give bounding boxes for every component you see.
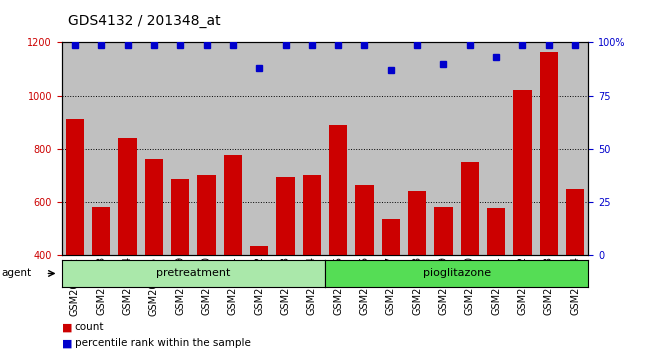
Bar — [303, 175, 321, 255]
Text: agent: agent — [1, 268, 31, 279]
Text: pretreatment: pretreatment — [156, 268, 231, 279]
Bar — [540, 52, 558, 255]
Text: count: count — [75, 322, 104, 332]
Bar — [566, 188, 584, 255]
Bar — [198, 175, 216, 255]
Bar — [329, 125, 347, 255]
Bar — [66, 120, 84, 255]
Text: GDS4132 / 201348_at: GDS4132 / 201348_at — [68, 14, 221, 28]
Bar — [145, 159, 163, 255]
Bar — [434, 207, 452, 255]
Text: ■: ■ — [62, 338, 72, 348]
Bar — [276, 177, 294, 255]
Bar — [171, 179, 189, 255]
Bar — [514, 90, 532, 255]
Bar — [92, 207, 111, 255]
Bar — [224, 155, 242, 255]
Bar — [382, 219, 400, 255]
Bar — [356, 184, 374, 255]
Bar — [250, 246, 268, 255]
Bar — [461, 162, 479, 255]
Text: ■: ■ — [62, 322, 72, 332]
Text: percentile rank within the sample: percentile rank within the sample — [75, 338, 251, 348]
Text: pioglitazone: pioglitazone — [422, 268, 491, 279]
Bar — [487, 209, 505, 255]
Bar — [408, 191, 426, 255]
Bar — [118, 138, 136, 255]
